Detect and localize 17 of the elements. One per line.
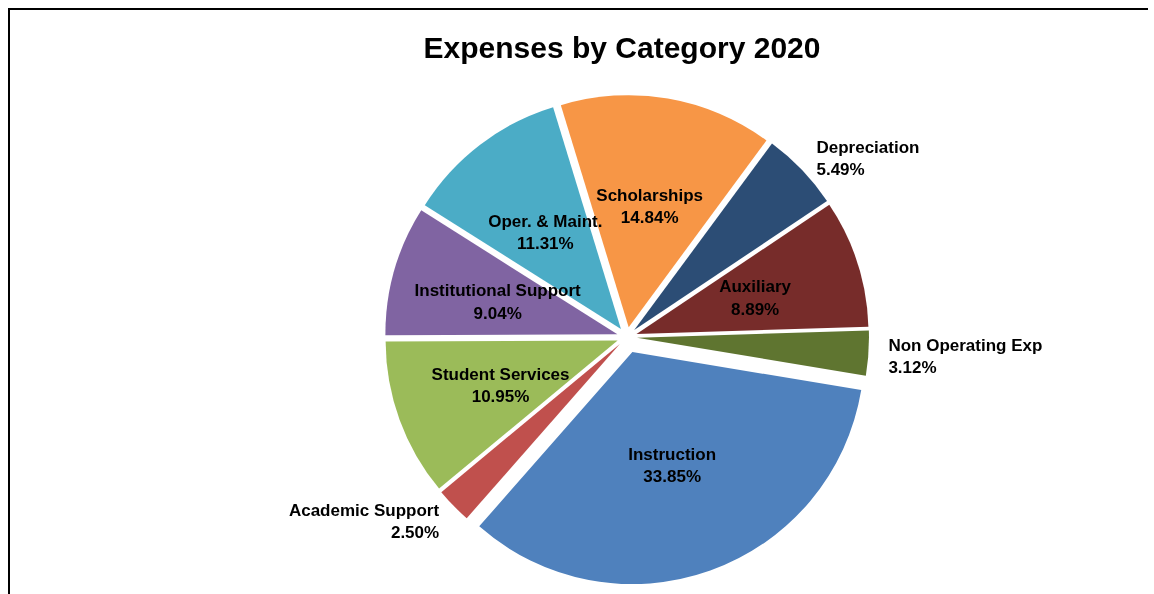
- data-label: 5.49%: [816, 159, 865, 179]
- chart-title: Expenses by Category 2020: [423, 31, 821, 64]
- data-label: 14.84%: [620, 208, 679, 228]
- slice-label: Auxiliary: [719, 277, 792, 297]
- data-label: 2.50%: [390, 523, 440, 543]
- slice-label: Depreciation: [816, 137, 920, 157]
- data-label: 3.12%: [888, 358, 937, 378]
- slice-label: Student Services: [431, 364, 570, 384]
- slice-label: Scholarships: [596, 185, 704, 205]
- slice-label: Academic Support: [288, 501, 440, 521]
- slice-label: Instruction: [628, 445, 717, 465]
- slice-label: Non Operating Exp: [888, 336, 1043, 356]
- data-label: 33.85%: [643, 467, 702, 487]
- data-label: 10.95%: [471, 386, 530, 406]
- data-label: 9.04%: [473, 303, 522, 323]
- data-label: 8.89%: [731, 299, 780, 319]
- data-label: 11.31%: [516, 233, 574, 253]
